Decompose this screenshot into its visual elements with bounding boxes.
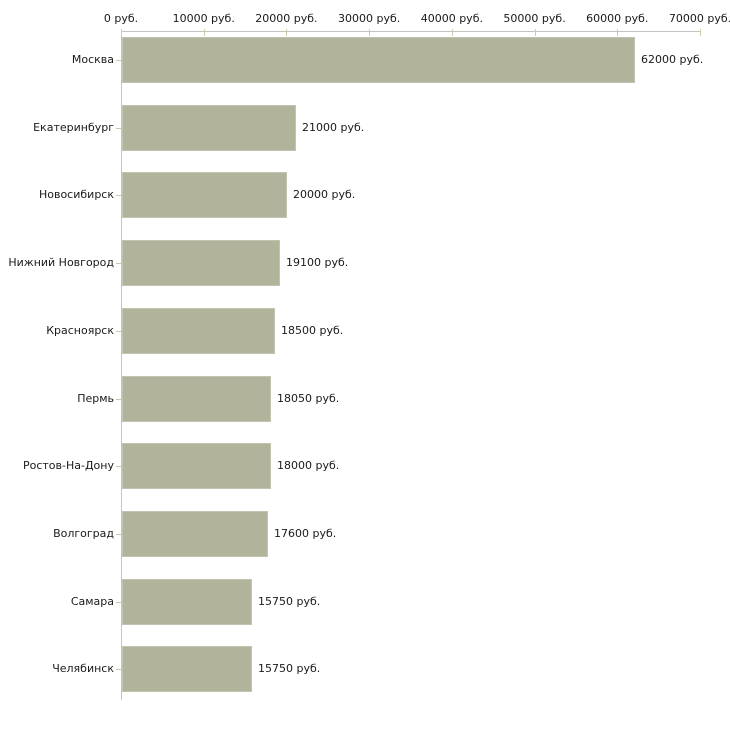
x-axis-tick-label: 60000 руб. xyxy=(586,12,649,25)
value-label: 62000 руб. xyxy=(641,53,704,66)
value-label: 20000 руб. xyxy=(293,188,356,202)
category-tick xyxy=(116,466,121,467)
bar[interactable] xyxy=(122,443,271,490)
category-label: Москва xyxy=(71,53,114,66)
value-label: 15750 руб. xyxy=(258,594,321,608)
x-axis-tick xyxy=(700,29,701,36)
value-label: 18050 руб. xyxy=(277,391,340,405)
category-tick xyxy=(116,534,121,535)
bar[interactable] xyxy=(122,578,252,625)
bar[interactable] xyxy=(122,104,296,151)
bar[interactable] xyxy=(122,307,275,354)
value-label: 15750 руб. xyxy=(258,662,321,676)
bar[interactable] xyxy=(122,240,280,287)
category-tick xyxy=(116,195,121,196)
category-tick xyxy=(116,128,121,129)
category-tick xyxy=(116,399,121,400)
bar[interactable] xyxy=(122,37,635,83)
x-axis-tick-label: 40000 руб. xyxy=(420,12,483,25)
x-axis-tick xyxy=(203,29,205,36)
category-tick xyxy=(116,602,121,603)
value-label: 21000 руб. xyxy=(302,120,365,134)
category-label: Нижний Новгород xyxy=(8,256,114,270)
x-axis-tick-label: 30000 руб. xyxy=(338,12,401,25)
bar[interactable] xyxy=(122,510,268,557)
bar[interactable] xyxy=(122,375,271,422)
value-label: 18500 руб. xyxy=(281,323,344,337)
category-tick xyxy=(116,331,121,332)
x-axis-tick xyxy=(121,29,122,36)
category-label: Екатеринбург xyxy=(33,120,114,134)
category-label: Красноярск xyxy=(46,323,114,337)
x-axis-tick xyxy=(451,29,453,36)
category-label: Новосибирск xyxy=(38,188,114,202)
category-label: Пермь xyxy=(77,391,114,405)
bar[interactable] xyxy=(122,646,252,693)
value-label: 18000 руб. xyxy=(277,459,340,473)
value-label: 17600 руб. xyxy=(274,526,337,540)
x-axis-tick xyxy=(369,29,371,36)
bar[interactable] xyxy=(122,172,287,219)
category-tick xyxy=(116,669,121,670)
x-axis-tick xyxy=(534,29,536,36)
y-axis-line xyxy=(121,31,122,701)
x-axis-line xyxy=(121,31,700,32)
x-axis-tick-label: 50000 руб. xyxy=(503,12,566,25)
value-label: 19100 руб. xyxy=(286,256,349,270)
category-tick xyxy=(116,263,121,264)
x-axis-tick-label: 10000 руб. xyxy=(172,12,235,25)
category-label: Челябинск xyxy=(52,662,114,676)
category-label: Ростов-На-Дону xyxy=(22,459,114,473)
x-axis-tick xyxy=(286,29,288,36)
category-label: Волгоград xyxy=(53,526,114,540)
category-tick xyxy=(116,60,121,61)
x-axis-tick xyxy=(617,29,619,36)
category-label: Самара xyxy=(70,594,114,608)
x-axis-tick-label: 70000 руб. xyxy=(668,12,730,25)
x-axis-tick-label: 20000 руб. xyxy=(255,12,318,25)
x-axis-tick-label: 0 руб. xyxy=(103,12,139,25)
